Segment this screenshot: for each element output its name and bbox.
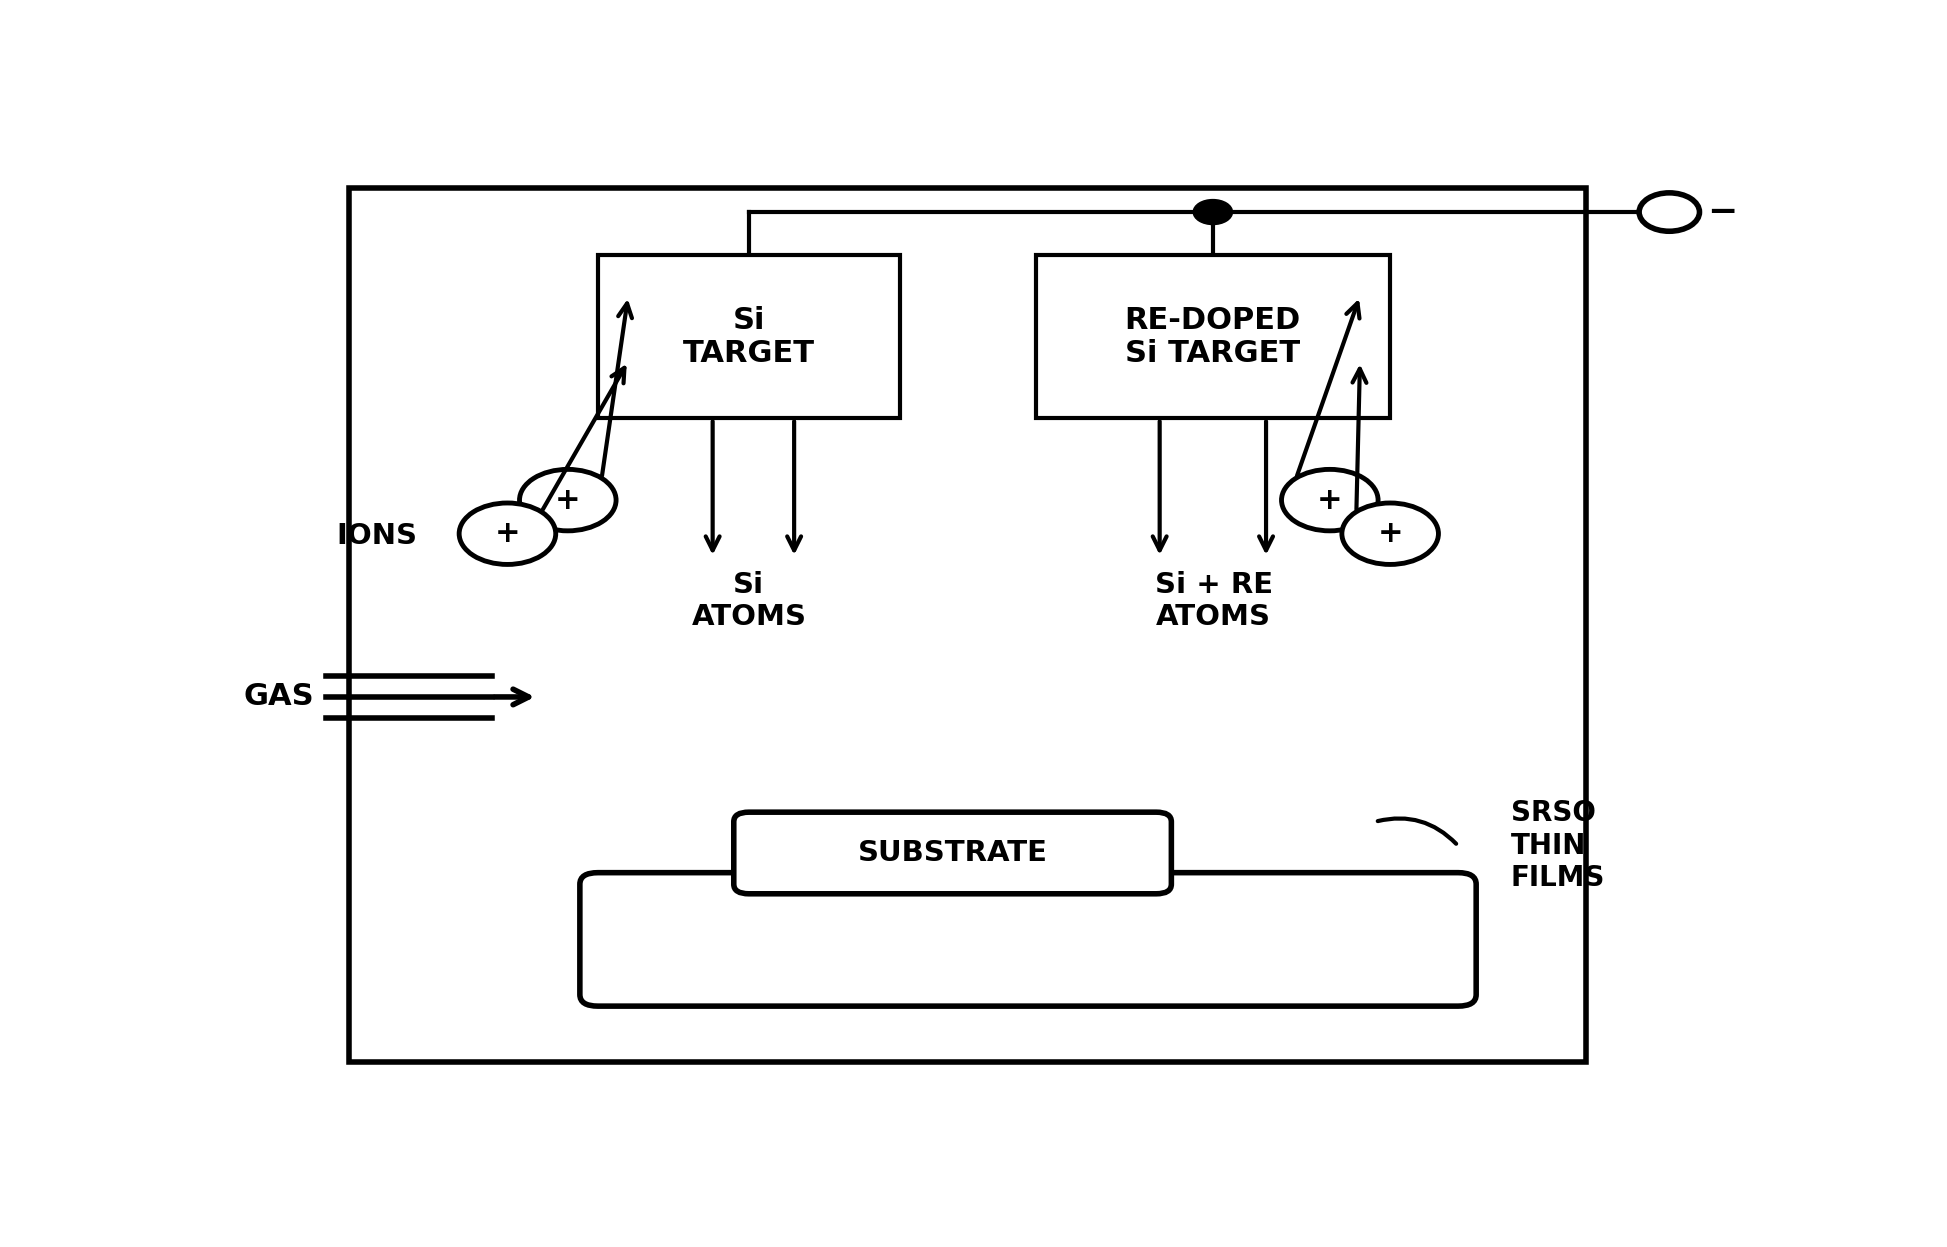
- Text: +: +: [495, 519, 520, 549]
- Circle shape: [1639, 193, 1700, 231]
- FancyBboxPatch shape: [734, 812, 1172, 894]
- Circle shape: [1341, 503, 1439, 565]
- FancyBboxPatch shape: [580, 873, 1476, 1006]
- Bar: [598, 256, 900, 419]
- Text: −: −: [1708, 195, 1737, 229]
- Text: +: +: [1377, 519, 1404, 549]
- Circle shape: [520, 469, 615, 531]
- Text: GAS: GAS: [243, 682, 313, 712]
- Bar: [349, 188, 1587, 1062]
- Text: IONS: IONS: [337, 521, 417, 550]
- Bar: [1036, 256, 1390, 419]
- Text: +: +: [555, 485, 580, 515]
- Text: SRSO
THIN
FILMS: SRSO THIN FILMS: [1511, 799, 1604, 892]
- Circle shape: [1194, 200, 1232, 224]
- Text: RE-DOPED
Si TARGET: RE-DOPED Si TARGET: [1125, 306, 1301, 368]
- Text: SUBSTRATE: SUBSTRATE: [857, 839, 1047, 867]
- Text: Si
ATOMS: Si ATOMS: [691, 571, 806, 631]
- Text: Si
TARGET: Si TARGET: [683, 306, 816, 368]
- Text: +: +: [1316, 485, 1343, 515]
- Circle shape: [459, 503, 555, 565]
- Text: Si + RE
ATOMS: Si + RE ATOMS: [1155, 571, 1273, 631]
- Circle shape: [1281, 469, 1378, 531]
